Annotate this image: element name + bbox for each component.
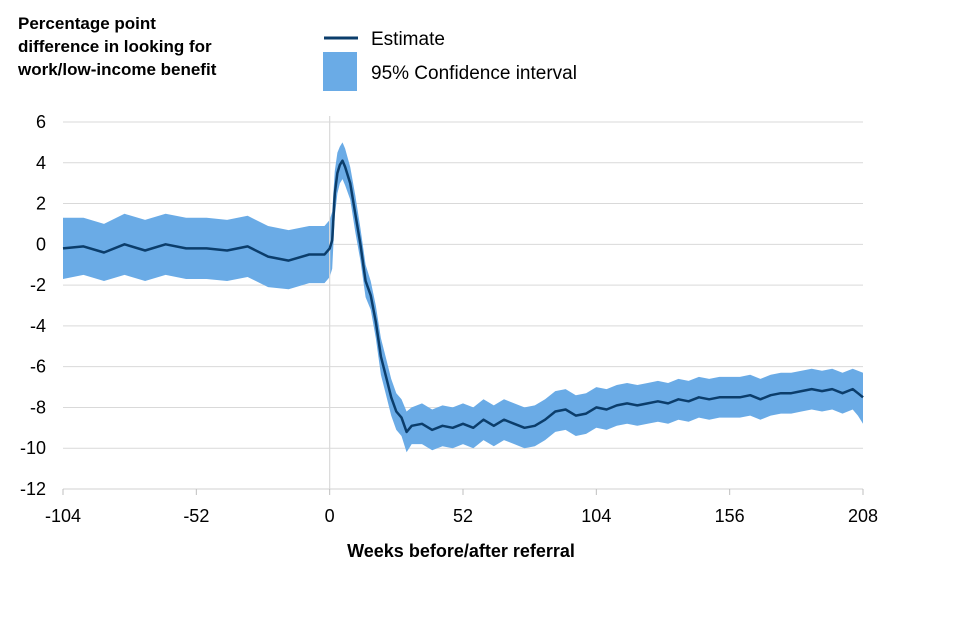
estimate-line [62,159,864,434]
x-tick-label: 104 [581,506,611,526]
y-tick-label: 0 [36,234,46,254]
y-tick-label: -2 [30,275,46,295]
confidence-interval-band [63,142,863,453]
legend-ci-swatch [323,52,357,91]
y-tick-label: -6 [30,357,46,377]
estimate-line-layer [62,159,864,434]
x-tick-label: 0 [325,506,335,526]
y-tick-label: 2 [36,194,46,214]
x-tick-label: -52 [183,506,209,526]
x-axis-label: Weeks before/after referral [347,541,575,561]
x-tick-label: 156 [715,506,745,526]
axes [62,116,864,495]
x-tick-label: 52 [453,506,473,526]
y-tick-label: 6 [36,112,46,132]
x-tick-label: -104 [45,506,81,526]
legend: Estimate 95% Confidence interval [323,29,577,91]
chart-title-line-2: difference in looking for [18,37,212,56]
y-tick-label: -4 [30,316,46,336]
chart-title-line-3: work/low-income benefit [17,60,217,79]
confidence-band-layer [63,142,863,453]
x-tick-labels: -104 -52 0 52 104 156 208 [45,506,878,526]
y-tick-label: 4 [36,153,46,173]
chart-title-line-1: Percentage point [18,14,156,33]
legend-estimate-label: Estimate [371,29,445,50]
y-tick-label: -8 [30,397,46,417]
y-tick-labels: 6 4 2 0 -2 -4 -6 -8 -10 -12 [20,112,46,499]
legend-ci-label: 95% Confidence interval [371,63,577,84]
x-tick-label: 208 [848,506,878,526]
y-tick-label: -12 [20,479,46,499]
y-tick-label: -10 [20,438,46,458]
